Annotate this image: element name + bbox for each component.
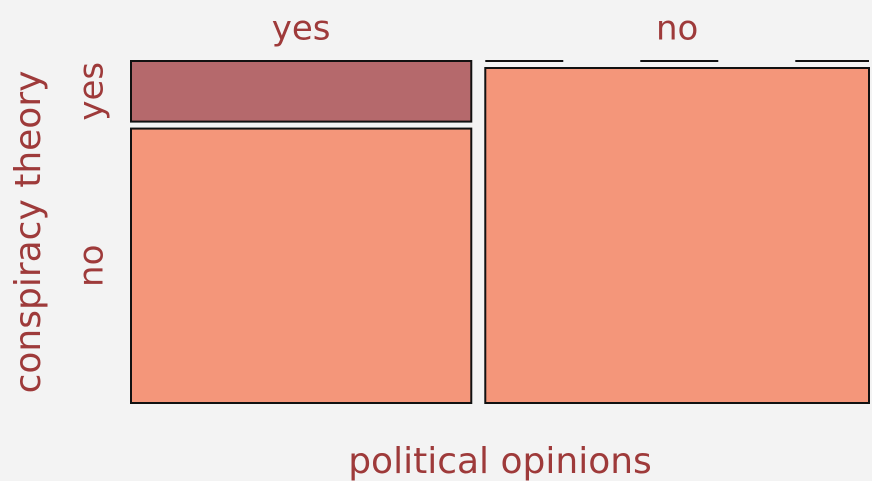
row-label: no [72, 245, 112, 287]
cell [484, 67, 870, 404]
y-axis-label: conspiracy theory [8, 71, 49, 394]
cell [130, 127, 473, 404]
column-label: no [656, 9, 698, 49]
cell [130, 60, 473, 123]
column-label: yes [272, 9, 331, 49]
x-axis-label: political opinions [348, 441, 652, 481]
row-label: yes [72, 62, 112, 121]
